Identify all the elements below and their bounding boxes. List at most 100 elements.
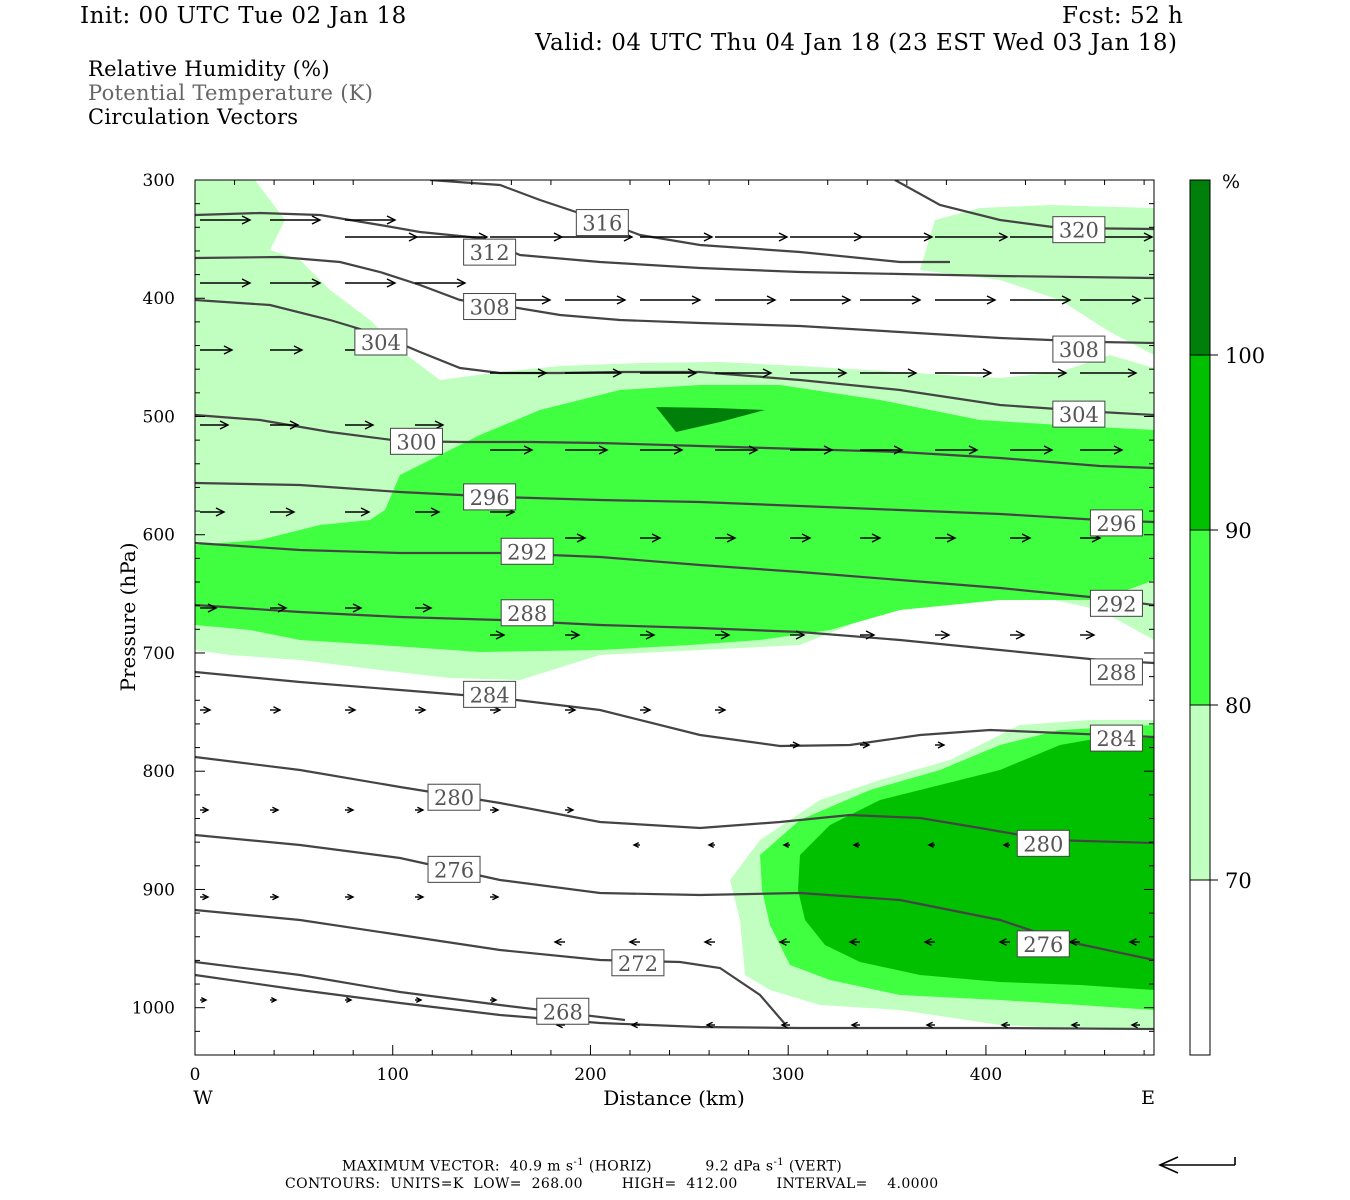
isentrope-label-320: 320 (1052, 216, 1106, 244)
colorbar-unit: % (1222, 171, 1240, 193)
isentrope-label-296: 296 (463, 483, 517, 511)
vector-arrow (270, 997, 278, 1003)
vector-arrow (715, 706, 727, 714)
forecast-hour: Fcst: 52 h (1062, 3, 1184, 29)
legend-relative-humidity: Relative Humidity (%) (88, 57, 330, 81)
colorbar-label-2: 80 (1225, 694, 1252, 718)
x-axis-ticks: 0 100 200 300 400 (190, 1045, 1002, 1085)
svg-text:308: 308 (470, 296, 510, 320)
init-time: Init: 00 UTC Tue 02 Jan 18 (80, 3, 407, 29)
vector-arrow (345, 278, 397, 288)
isentrope-label-312: 312 (463, 238, 517, 266)
y-tick-label-1: 400 (143, 289, 175, 309)
vector-arrow (345, 603, 363, 613)
y-tick-label-5: 800 (143, 762, 175, 782)
vector-arrow (415, 997, 423, 1003)
legend-potential-temperature: Potential Temperature (K) (88, 81, 374, 105)
svg-text:320: 320 (1059, 219, 1099, 243)
colorbar: 100 90 80 70 (1189, 179, 1265, 1056)
max-vert-value: 9.2 dPa s (705, 1158, 774, 1175)
isentrope-labels: 316 312 308 304 300 296 292 288 284 280 276 272 268 3… (354, 209, 1143, 1025)
vector-arrow (848, 938, 860, 946)
vector-arrow (200, 215, 252, 225)
svg-text:296: 296 (470, 486, 510, 510)
colorbar-label-0: 100 (1225, 344, 1265, 368)
vector-arrow (935, 741, 946, 749)
vector-arrow (270, 507, 296, 517)
vector-arrow (935, 368, 993, 378)
colorbar-swatch-0 (1190, 180, 1210, 355)
vector-arrow (1002, 842, 1010, 848)
svg-text:304: 304 (361, 331, 401, 355)
vector-arrow (860, 232, 934, 242)
vector-arrow (200, 507, 226, 517)
west-label: W (193, 1087, 213, 1109)
max-horiz-value: 40.9 m s (509, 1158, 574, 1175)
isentrope-label-316: 316 (575, 209, 629, 237)
x-tick-label-1: 100 (377, 1065, 409, 1085)
vector-arrow (1080, 368, 1138, 378)
vector-arrow (925, 1021, 935, 1029)
vector-arrow (490, 445, 534, 455)
isentrope-label-292: 292 (500, 537, 554, 565)
vector-arrow (860, 741, 871, 749)
rh-fill-100 (656, 407, 765, 432)
vector-arrow (860, 630, 876, 640)
vector-arrow (790, 741, 801, 749)
vector-arrow (345, 997, 353, 1003)
vector-arrow (790, 232, 864, 242)
vector-arrow (200, 345, 234, 355)
svg-text:288: 288 (507, 602, 547, 626)
vector-arrow (565, 368, 623, 378)
vector-arrow (927, 842, 935, 848)
vector-arrow (640, 445, 684, 455)
x-tick-label-3: 300 (772, 1065, 804, 1085)
vector-arrow (782, 842, 790, 848)
colorbar-swatch-3 (1190, 705, 1210, 880)
isentrope-label-284: 284 (463, 680, 517, 708)
vector-arrow (415, 893, 425, 901)
minor-ticks (195, 180, 1154, 1056)
y-tick-label-7: 1000 (132, 999, 175, 1019)
svg-text:276: 276 (434, 858, 474, 882)
vector-arrow (860, 445, 904, 455)
svg-text:268: 268 (543, 1000, 583, 1024)
east-label: E (1141, 1087, 1155, 1109)
isentrope-label-292: 292 (1089, 589, 1143, 617)
colorbar-frame (1189, 179, 1211, 1056)
vector-arrow (415, 706, 427, 714)
isentrope-label-304: 304 (354, 328, 408, 356)
colorbar-swatch-1 (1190, 355, 1210, 530)
vector-arrow (860, 368, 918, 378)
vector-arrow (1010, 445, 1054, 455)
vector-arrow (628, 938, 640, 946)
vector-arrow (415, 420, 445, 430)
vector-arrow (490, 806, 500, 814)
max-vector-note: MAXIMUM VECTOR: 40.9 m s-1 (HORIZ) 9.2 d… (342, 1157, 842, 1175)
vector-arrow (345, 507, 371, 517)
vector-arrow (565, 295, 627, 305)
vector-arrow (415, 278, 467, 288)
vector-arrow (790, 368, 848, 378)
vector-arrow (1010, 533, 1032, 543)
svg-text:292: 292 (1096, 592, 1136, 616)
svg-text:316: 316 (582, 212, 622, 236)
y-tick-label-3: 600 (143, 526, 175, 546)
contour-info: CONTOURS: UNITS=K LOW= 268.00 HIGH= 412.… (285, 1176, 939, 1192)
vector-arrow (345, 420, 375, 430)
vector-arrow (630, 1021, 640, 1029)
vector-arrow (715, 295, 777, 305)
isentrope-label-304: 304 (1052, 400, 1106, 428)
max-vert-exponent: -1 (773, 1157, 785, 1168)
vector-arrow (715, 533, 737, 543)
vector-arrow (490, 893, 500, 901)
svg-text:284: 284 (1096, 727, 1136, 751)
vector-arrow (935, 630, 951, 640)
x-axis-label: Distance (km) (603, 1086, 745, 1110)
y-tick-label-6: 900 (143, 880, 175, 900)
svg-text:284: 284 (470, 683, 510, 707)
vector-arrow (1010, 630, 1026, 640)
isentrope-label-288: 288 (500, 599, 554, 627)
vector-arrow (490, 368, 548, 378)
isentrope-label-280: 280 (1016, 829, 1070, 857)
